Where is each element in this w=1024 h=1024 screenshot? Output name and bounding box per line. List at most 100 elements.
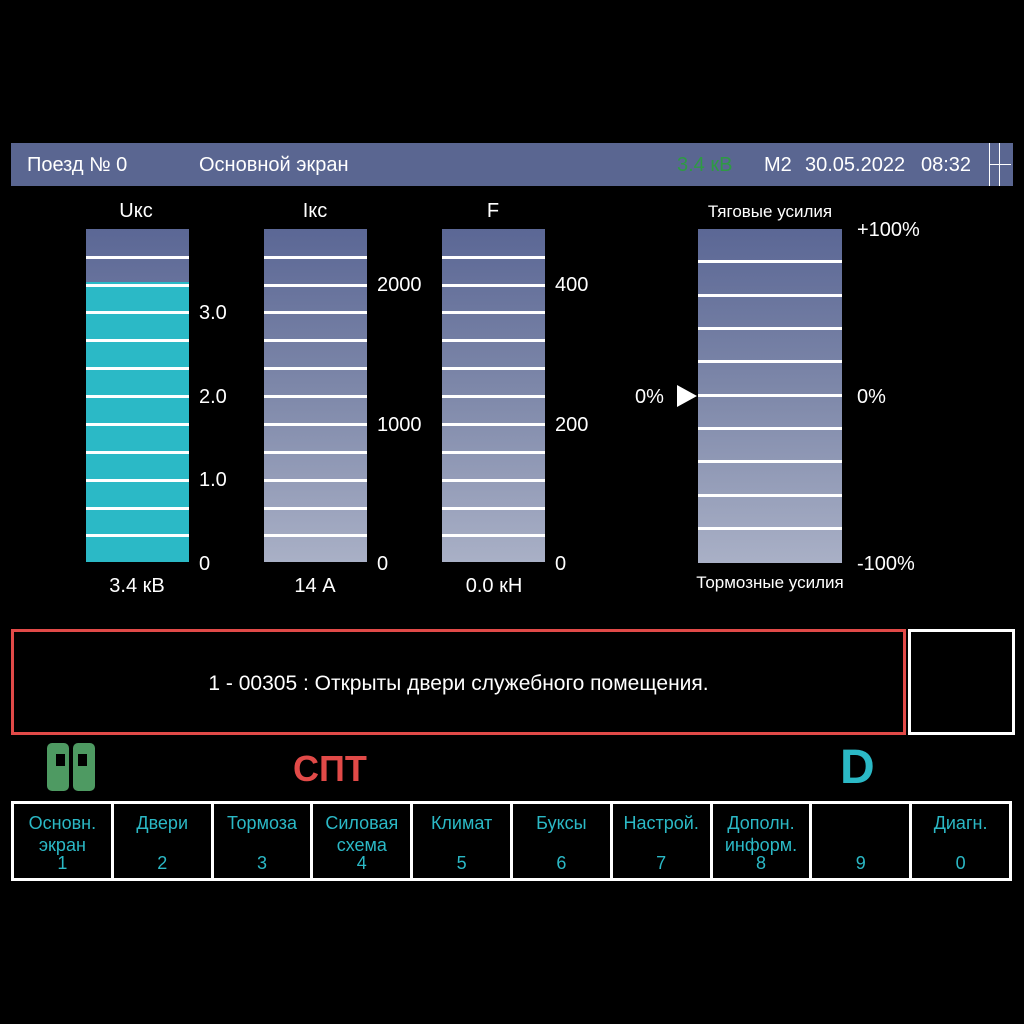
gauge-tick [86,367,189,370]
car-id: М2 [764,154,792,176]
gauge-f-scale-label: 200 [555,414,589,436]
gauge-tick [264,284,367,287]
traction-tick [698,427,842,430]
gauge-tick [86,479,189,482]
traction-scale-top: +100% [857,219,920,241]
direction-indicator: D [840,741,875,794]
train-number: Поезд № 0 [27,154,128,176]
traction-pointer-label: 0% [635,386,664,408]
fkey-climate[interactable]: Климат 5 [413,804,513,878]
gauge-tick [264,451,367,454]
spt-indicator: СПТ [293,748,367,789]
gauge-tick [264,339,367,342]
gauge-ukc-title: Uкс [119,200,153,222]
gauge-ukc-scale-label: 1.0 [199,469,227,491]
fkey-label: Дополн. информ. [724,813,798,855]
fkey-9[interactable]: 9 [812,804,913,878]
gauge-tick [264,367,367,370]
gauge-f-scale-label: 400 [555,274,589,296]
fkey-label: Настрой. [623,813,699,833]
traction-tick [698,494,842,497]
fkey-label: Силовая схема [325,813,399,855]
gauge-tick [86,339,189,342]
gauge-tick [264,311,367,314]
message-box: 1 - 00305 : Открыты двери служебного пом… [11,629,906,735]
date: 30.05.2022 [805,154,906,176]
gauge-tick [86,256,189,259]
gauge-tick [264,534,367,537]
gauge-ikc-bar [264,229,367,562]
header-menu-icon[interactable] [989,143,1013,186]
gauge-ikc-scale-label: 2000 [377,274,422,296]
gauge-tick [442,339,545,342]
gauge-ukc-scale-label: 2.0 [199,386,227,408]
gauge-tick [442,367,545,370]
fkey-number: 0 [955,853,966,873]
gauge-tick [442,311,545,314]
fkey-label: Двери [136,813,189,833]
traction-tick [698,327,842,330]
header-bar: Поезд № 0 Основной экран 3.4 кВ М2 30.05… [11,143,1013,186]
fkey-axleboxes[interactable]: Буксы 6 [513,804,613,878]
fkey-brakes[interactable]: Тормоза 3 [214,804,314,878]
traction-tick [698,294,842,297]
gauge-ikc-scale-label: 1000 [377,414,422,436]
fkey-label: Климат [430,813,493,833]
gauge-ikc-value: 14 А [294,575,336,597]
message-text: 1 - 00305 : Открыты двери служебного пом… [208,672,709,695]
gauge-ukc-bar [86,229,189,562]
side-status-box[interactable] [908,629,1015,735]
gauge-ukc-scale-label: 3.0 [199,302,227,324]
gauge-tick [442,451,545,454]
gauge-tick [442,479,545,482]
traction-tick [698,394,842,397]
fkey-settings[interactable]: Настрой. 7 [613,804,713,878]
screen-title: Основной экран [199,154,349,176]
traction-title: Тяговые усилия [707,202,833,221]
gauge-f-bar [442,229,545,562]
gauge-ikc-scale-label: 0 [377,553,389,575]
traction-tick [698,260,842,263]
traction-scale-bottom: -100% [857,553,915,575]
fkey-label: Буксы [536,813,587,833]
traction-bar [698,229,842,563]
fkey-number: 1 [57,853,68,873]
fkey-number: 9 [855,853,866,873]
traction-tick [698,527,842,530]
gauge-tick [264,395,367,398]
gauge-tick [264,479,367,482]
fkey-number: 6 [556,853,567,873]
fkey-number: 5 [456,853,467,873]
fkey-doors[interactable]: Двери 2 [114,804,214,878]
gauge-tick [442,534,545,537]
gauge-ukc-fill [86,282,189,562]
gauge-tick [264,256,367,259]
fkey-power-circuit[interactable]: Силовая схема 4 [313,804,414,878]
traction-tick [698,360,842,363]
gauge-f-scale-label: 0 [555,553,567,575]
gauge-tick [442,507,545,510]
fkey-number: 3 [256,853,267,873]
fkey-label: Основн. экран [28,813,97,855]
gauge-tick [86,311,189,314]
fkey-number: 8 [755,853,766,873]
header-voltage: 3.4 кВ [677,154,733,176]
gauge-tick [264,507,367,510]
gauge-ikc-title: Iкс [302,200,328,222]
braking-title: Тормозные усилия [696,573,844,592]
gauge-tick [442,284,545,287]
fkey-extra-info[interactable]: Дополн. информ. 8 [713,804,813,878]
fkey-main-screen[interactable]: Основн. экран 1 [14,804,114,878]
gauge-f-value: 0.0 кН [465,575,523,597]
gauge-ukc-value: 3.4 кВ [109,575,165,597]
gauge-tick [86,451,189,454]
traction-pointer-icon [677,385,697,407]
gauge-tick [442,423,545,426]
gauge-ukc-scale-label: 0 [199,553,211,575]
function-key-bar: Основн. экран 1 Двери 2 Тормоза 3 Силовая с… [11,801,1012,881]
gauge-tick [442,256,545,259]
fkey-number: 2 [157,853,168,873]
fkey-diagnostics[interactable]: Диагн. 0 [912,804,1009,878]
traction-scale-mid: 0% [857,386,886,408]
gauge-tick [86,534,189,537]
